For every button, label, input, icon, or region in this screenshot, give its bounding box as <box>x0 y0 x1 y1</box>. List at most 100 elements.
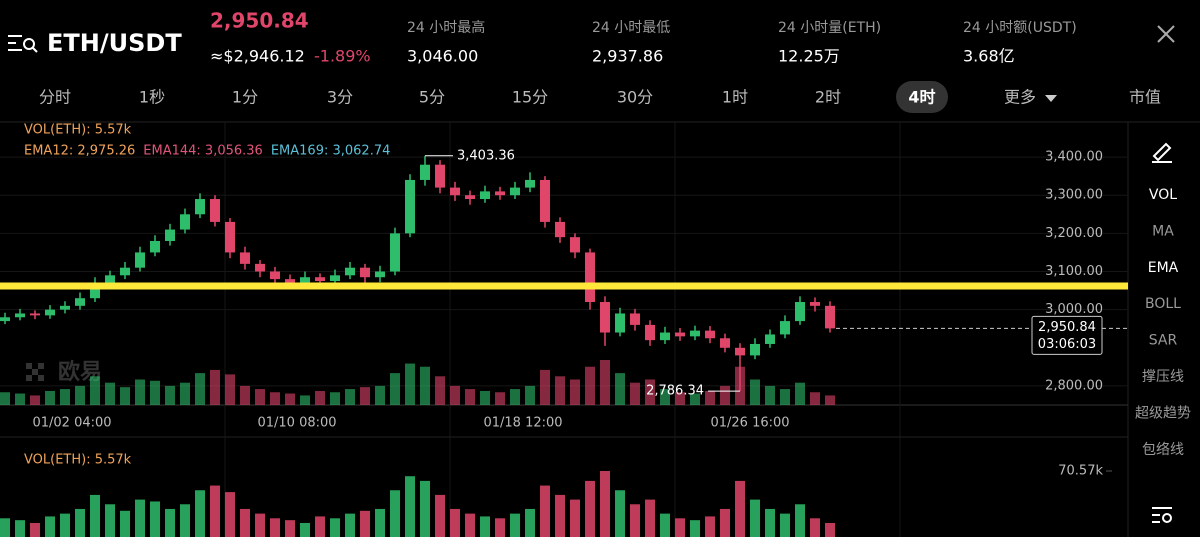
volume-bar-mini <box>675 392 685 405</box>
indicator[interactable]: SAR <box>1149 333 1178 349</box>
candle-body <box>795 302 805 322</box>
last-price-box <box>1031 315 1103 355</box>
volume-bar <box>300 522 310 537</box>
volume-bar-mini <box>375 385 385 405</box>
stat-value: 2,937.86 <box>592 47 663 66</box>
indicator[interactable]: 包络线 <box>1142 442 1184 458</box>
volume-bar <box>165 508 175 537</box>
candle-body <box>615 313 625 333</box>
tab[interactable]: 5分 <box>419 88 445 107</box>
candle-body <box>630 313 640 325</box>
tab[interactable]: 1时 <box>722 88 748 107</box>
volume-bar <box>675 518 685 537</box>
ema-legend: EMA169: 3,062.74 <box>271 144 391 159</box>
candle-body <box>165 229 175 241</box>
tab[interactable]: 市值 <box>1129 88 1161 107</box>
volume-bar-mini <box>60 389 70 405</box>
close[interactable] <box>1157 25 1175 43</box>
volume-bar <box>345 513 355 537</box>
volume-bar <box>495 518 505 537</box>
indicator[interactable]: 超级趋势 <box>1135 405 1191 421</box>
volume-bar-mini <box>750 379 760 405</box>
tab[interactable]: 4时 <box>908 88 935 107</box>
volume-bar <box>240 508 250 537</box>
volume-bar-mini <box>645 379 655 405</box>
stat-label: 24 小时量(ETH) <box>778 20 881 36</box>
indicator[interactable]: 撑压线 <box>1142 369 1184 385</box>
tab[interactable]: 更多 <box>1004 88 1036 107</box>
candle-body <box>45 309 55 316</box>
volume-bar-mini <box>285 393 295 405</box>
dropdown-arrow <box>1045 95 1057 102</box>
candle-body <box>675 332 685 337</box>
indicator[interactable]: EMA <box>1148 260 1179 276</box>
tab[interactable]: 2时 <box>815 88 841 107</box>
volume-bar <box>120 510 130 537</box>
candle-body <box>405 179 415 234</box>
volume-bar-mini <box>165 385 175 405</box>
volume-bar <box>75 508 85 537</box>
x-tick-label: 01/26 16:00 <box>710 416 789 431</box>
volume-bar <box>615 490 625 537</box>
candle-body <box>15 313 25 318</box>
y-tick-label: 3,000.00 <box>1045 302 1103 317</box>
volume-bar-mini <box>810 392 820 405</box>
settings-icon[interactable] <box>1152 507 1172 523</box>
volume-bar <box>60 513 70 537</box>
volume-bar-mini <box>210 369 220 405</box>
x-tick-label: 01/02 04:00 <box>32 416 111 431</box>
pen-icon[interactable] <box>1152 142 1172 163</box>
candle-body <box>810 302 820 306</box>
candle-body <box>735 347 745 356</box>
indicator[interactable]: MA <box>1152 223 1174 239</box>
vol-legend: VOL(ETH): 5.57k <box>24 123 132 138</box>
candle-body <box>570 237 580 253</box>
grid <box>224 122 901 537</box>
volume-bar <box>720 508 730 537</box>
tab[interactable]: 分时 <box>39 88 71 107</box>
tab[interactable]: 15分 <box>512 88 548 107</box>
volume-bar-mini <box>300 395 310 405</box>
indicator[interactable]: VOL <box>1149 187 1177 203</box>
volume-bar <box>570 499 580 537</box>
volume-bar <box>825 522 835 537</box>
candle-body <box>585 252 595 303</box>
volume-bar <box>195 490 205 537</box>
volume-bar-mini <box>405 363 415 405</box>
volume-bar <box>180 504 190 537</box>
volume-bar-mini <box>720 385 730 405</box>
tab[interactable]: 1分 <box>232 88 258 107</box>
volume-bar-mini <box>30 395 40 405</box>
tab-highlight <box>896 81 948 113</box>
ema-legend: EMA144: 3,056.36 <box>143 144 263 159</box>
candle-body <box>690 330 700 337</box>
tab[interactable]: 1秒 <box>139 88 165 107</box>
candle-body <box>30 313 40 316</box>
volume-bar-mini <box>270 392 280 405</box>
x-tick-label: 01/18 12:00 <box>483 416 562 431</box>
volume-bar <box>135 499 145 537</box>
volume-bar <box>810 518 820 537</box>
pair[interactable]: ETH/USDT <box>47 29 182 57</box>
menu-icon[interactable] <box>8 35 38 53</box>
tab[interactable]: 3分 <box>327 88 353 107</box>
volume-bar-mini <box>240 385 250 405</box>
candle-body <box>375 271 385 278</box>
volume-bar <box>255 513 265 537</box>
indicator[interactable]: BOLL <box>1145 296 1181 312</box>
volume-bar <box>510 513 520 537</box>
approx: ≈$2,946.12 <box>210 47 305 66</box>
candle-body <box>135 252 145 268</box>
volume-bar-mini <box>150 380 160 405</box>
tab[interactable]: 30分 <box>617 88 653 107</box>
volume-bar-mini <box>465 389 475 405</box>
volume-bar <box>435 494 445 537</box>
volume-bar <box>270 518 280 537</box>
candle-body <box>300 277 310 283</box>
candle-body <box>240 252 250 264</box>
candle-body <box>150 240 160 253</box>
candle-body <box>285 279 295 283</box>
volume-bar-mini <box>105 382 115 405</box>
volume-bar <box>420 480 430 537</box>
volume-bar <box>360 510 370 537</box>
